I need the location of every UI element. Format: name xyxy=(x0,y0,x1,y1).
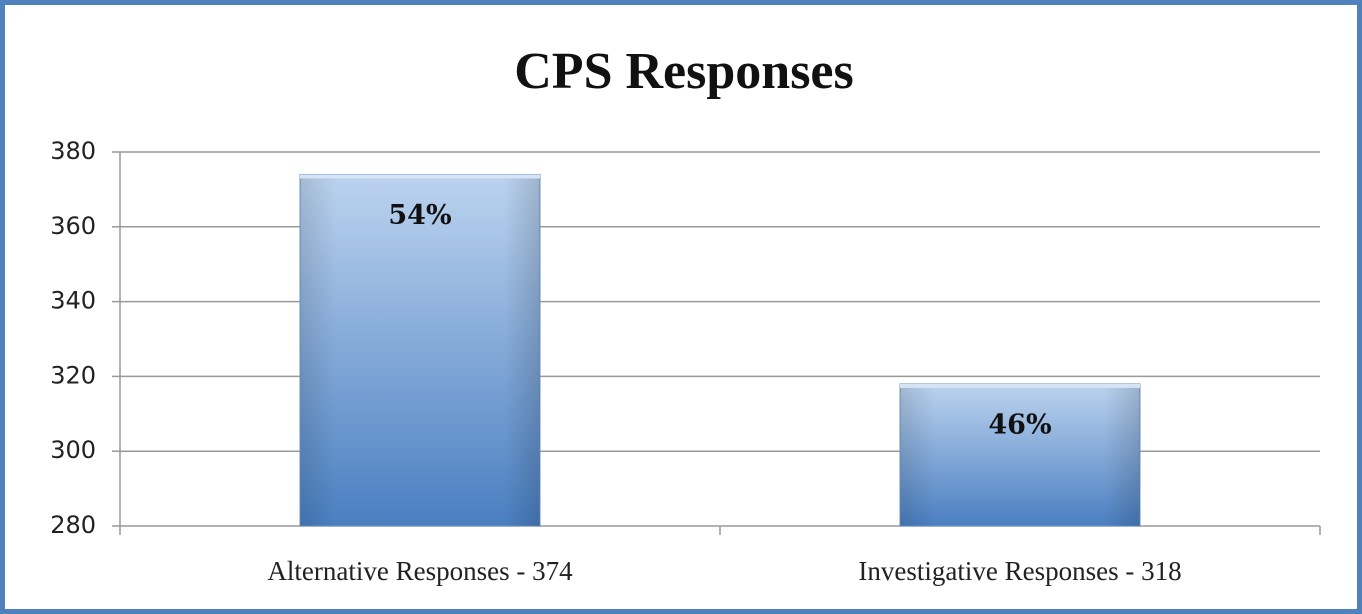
bar-shade xyxy=(300,174,540,526)
y-tick-label: 380 xyxy=(50,137,96,165)
y-tick-label: 280 xyxy=(50,511,96,539)
bar-annotation: 46% xyxy=(988,409,1051,440)
chart-title: CPS Responses xyxy=(514,43,854,100)
x-tick-label: Alternative Responses - 374 xyxy=(267,556,573,586)
y-tick-label: 300 xyxy=(50,436,96,464)
y-tick-label: 360 xyxy=(50,212,96,240)
y-tick-label: 340 xyxy=(50,287,96,315)
bar-annotation: 54% xyxy=(388,200,451,231)
x-tick-label: Investigative Responses - 318 xyxy=(858,556,1181,586)
y-tick-label: 320 xyxy=(50,361,96,389)
bar-top xyxy=(900,383,1140,388)
bar-shade xyxy=(900,383,1140,526)
bar-top xyxy=(300,174,540,179)
